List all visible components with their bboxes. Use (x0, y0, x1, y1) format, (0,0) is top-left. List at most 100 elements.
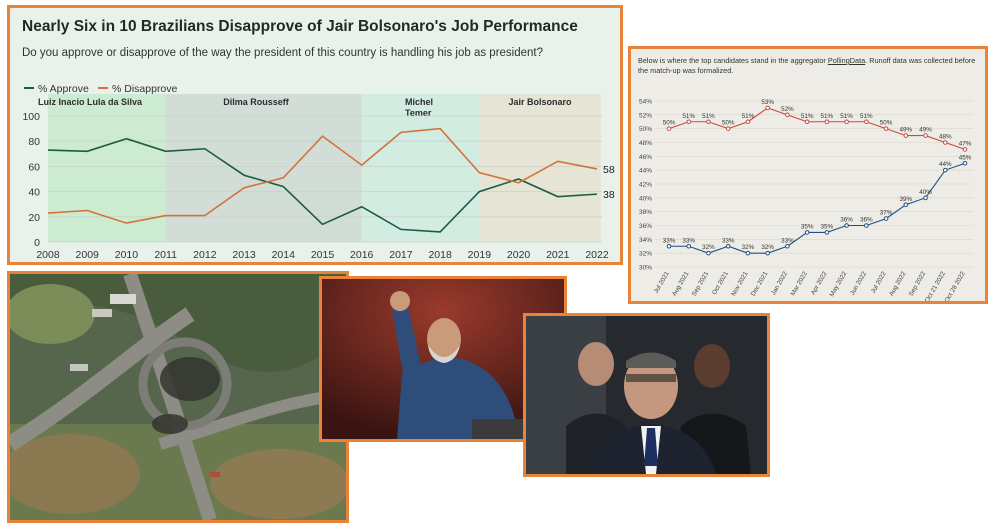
x-tick-label: 2013 (232, 249, 256, 261)
data-label: 51% (702, 113, 715, 120)
data-point (785, 112, 790, 118)
x-tick-label: Aug 2022 (888, 270, 908, 297)
y-tick-label: 60 (28, 161, 40, 173)
presidency-label: Luiz Inacio Lula da Silva (38, 97, 143, 107)
x-tick-label: May 2022 (828, 270, 848, 298)
legend-label: % Disapprove (112, 83, 178, 95)
data-label: 33% (682, 237, 695, 244)
y-tick-label: 36% (639, 223, 652, 230)
approve-line (47, 137, 598, 233)
x-tick-label: Jul 2022 (870, 270, 888, 295)
y-tick-label: 80 (28, 136, 40, 148)
data-point (666, 126, 672, 131)
data-label: 48% (939, 134, 952, 141)
data-point (706, 250, 711, 256)
x-tick-label: Jul 2021 (653, 270, 671, 295)
x-tick-label: 2021 (546, 249, 570, 261)
data-label: 51% (801, 113, 814, 120)
data-label: 51% (821, 113, 834, 120)
data-point (745, 250, 751, 256)
data-point (962, 160, 968, 166)
data-point (785, 243, 790, 249)
y-tick-label: 30% (639, 265, 652, 272)
data-point (942, 140, 948, 145)
data-point (804, 119, 810, 125)
data-label: 47% (959, 140, 972, 147)
data-label: 50% (880, 120, 893, 127)
y-tick-label: 0 (34, 237, 40, 249)
data-label: 51% (682, 113, 695, 120)
approval-chart-panel: Nearly Six in 10 Brazilians Disapprove o… (7, 5, 623, 265)
data-label: 51% (742, 113, 755, 120)
data-label: 51% (840, 113, 853, 120)
data-label: 36% (860, 217, 873, 224)
data-label: 50% (663, 120, 676, 127)
x-tick-label: 2015 (311, 249, 335, 261)
y-tick-label: 34% (639, 237, 652, 244)
bolsonaro-photo-illustration (526, 316, 767, 474)
y-tick-label: 44% (639, 168, 652, 175)
data-point (844, 119, 849, 125)
x-tick-label: Mar 2022 (789, 270, 809, 297)
data-label: 35% (821, 223, 834, 230)
polling-chart-panel: Below is where the top candidates stand … (628, 46, 988, 304)
x-tick-label: Nov 2021 (730, 270, 750, 297)
data-point (765, 250, 770, 256)
y-tick-label: 42% (639, 182, 652, 189)
data-label: 40% (919, 189, 932, 196)
data-point (686, 119, 692, 125)
data-point (864, 223, 869, 228)
x-tick-label: Aug 2021 (671, 270, 691, 297)
data-point (883, 216, 889, 221)
data-label: 44% (939, 161, 952, 168)
legend-label: % Approve (38, 83, 89, 95)
data-label: 36% (840, 217, 853, 224)
data-point (745, 119, 751, 125)
y-tick-label: 32% (639, 251, 652, 258)
x-tick-label: Dec 2021 (750, 270, 770, 297)
y-tick-label: 52% (639, 112, 652, 119)
second-candidate-line (669, 162, 966, 254)
x-tick-label: 2018 (428, 249, 452, 261)
presidency-label: Michel (405, 97, 433, 107)
data-label: 33% (722, 237, 735, 244)
y-tick-label: 46% (639, 154, 652, 161)
data-label: 32% (702, 244, 715, 251)
x-tick-label: 2017 (389, 249, 413, 261)
x-tick-label: 2016 (350, 249, 374, 261)
data-point (804, 230, 810, 235)
data-label: 33% (663, 237, 676, 244)
data-label: 50% (722, 120, 735, 127)
data-label: 53% (761, 99, 774, 106)
presidency-band (479, 94, 601, 242)
data-point (686, 243, 692, 249)
data-label: 33% (781, 237, 794, 244)
x-tick-label: Jan 2022 (770, 270, 789, 296)
x-tick-label: 2014 (272, 249, 296, 261)
x-tick-label: Sep 2022 (908, 270, 928, 297)
chart-subtitle: Do you approve or disapprove of the way … (22, 47, 544, 59)
x-tick-label: Apr 2022 (810, 270, 829, 296)
top-candidate-line (668, 107, 966, 150)
data-label: 32% (742, 244, 755, 251)
polling-line-chart: 30% 32% 34% 36% 38% 40% 42% 44% 46% 48% 50% 52% 54% J… (639, 99, 973, 301)
data-point (923, 133, 928, 138)
data-point (666, 243, 672, 249)
x-tick-label: Oct 2021 (711, 270, 730, 296)
data-point (883, 126, 889, 131)
data-label: 37% (880, 210, 893, 217)
y-tick-label: 40% (639, 195, 652, 202)
data-point (962, 147, 968, 152)
pollingdata-link[interactable]: PollingData (827, 56, 866, 65)
x-tick-label: 2011 (154, 249, 177, 261)
data-point (923, 195, 928, 201)
y-tick-label: 20 (28, 212, 40, 224)
x-tick-label: Oct 21 2022 (924, 270, 947, 301)
presidency-band (165, 94, 362, 242)
note-prefix: Below is where the top candidates stand … (638, 56, 828, 65)
y-tick-label: 54% (639, 99, 652, 106)
presidency-label: Temer (405, 108, 432, 118)
x-tick-label: 2012 (193, 249, 217, 261)
data-label: 52% (781, 106, 794, 113)
x-tick-label: 2020 (507, 249, 531, 261)
